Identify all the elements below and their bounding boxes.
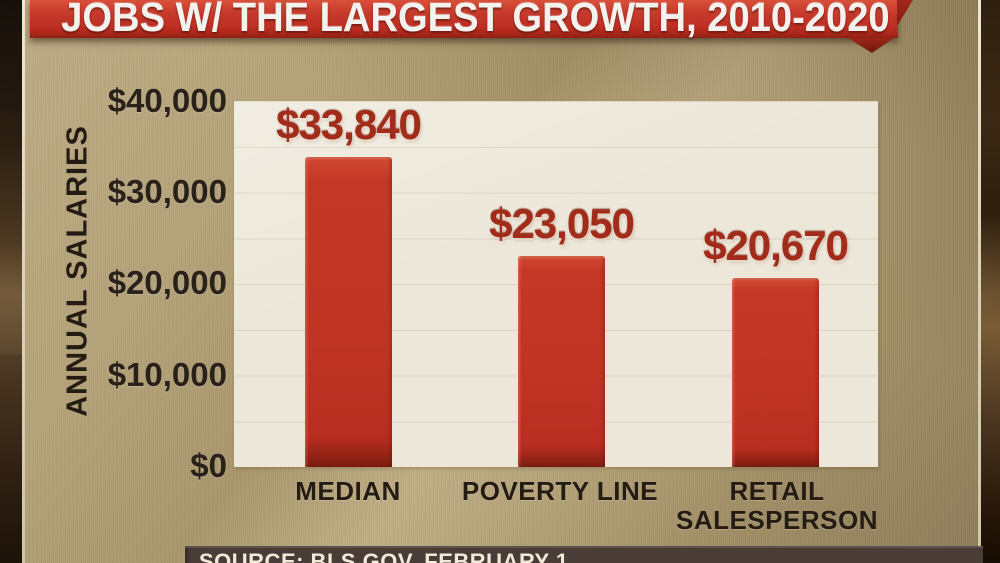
plot-area: $33,840 $23,050 $20,670 — [234, 101, 878, 467]
value-label-retail-salesperson: $20,670 — [703, 221, 849, 269]
y-tick-20000: $20,000 — [107, 264, 227, 301]
bar-retail-salesperson — [732, 277, 819, 467]
y-tick-30000: $30,000 — [107, 173, 227, 210]
left-frame-highlight-line — [22, 0, 25, 563]
title-banner: JOBS W/ THE LARGEST GROWTH, 2010-2020 — [30, 0, 898, 40]
value-label-poverty-line: $23,050 — [489, 200, 635, 248]
y-tick-40000: $40,000 — [107, 82, 227, 119]
left-frame-edge — [0, 0, 22, 563]
source-text: SOURCE: BLS.GOV, FEBRUARY 1 — [199, 549, 569, 563]
bar-poverty-line — [518, 256, 605, 467]
x-category-poverty-line: POVERTY LINE — [461, 476, 659, 506]
x-category-retail-salesperson: RETAIL SALESPERSON — [676, 476, 878, 536]
right-frame-highlight-line — [978, 0, 981, 563]
bar-median — [305, 157, 392, 467]
value-label-median: $33,840 — [276, 101, 422, 149]
right-frame-edge — [981, 0, 1000, 563]
bar-group-median: $33,840 — [276, 101, 422, 467]
source-bar: SOURCE: BLS.GOV, FEBRUARY 1 — [185, 546, 983, 563]
page-title: JOBS W/ THE LARGEST GROWTH, 2010-2020 — [61, 0, 890, 40]
x-category-median: MEDIAN — [295, 476, 401, 506]
y-tick-10000: $10,000 — [107, 356, 227, 393]
bar-group-poverty-line: $23,050 — [489, 101, 635, 467]
bar-group-retail-salesperson: $20,670 — [703, 101, 849, 467]
y-tick-0: $0 — [190, 447, 227, 484]
